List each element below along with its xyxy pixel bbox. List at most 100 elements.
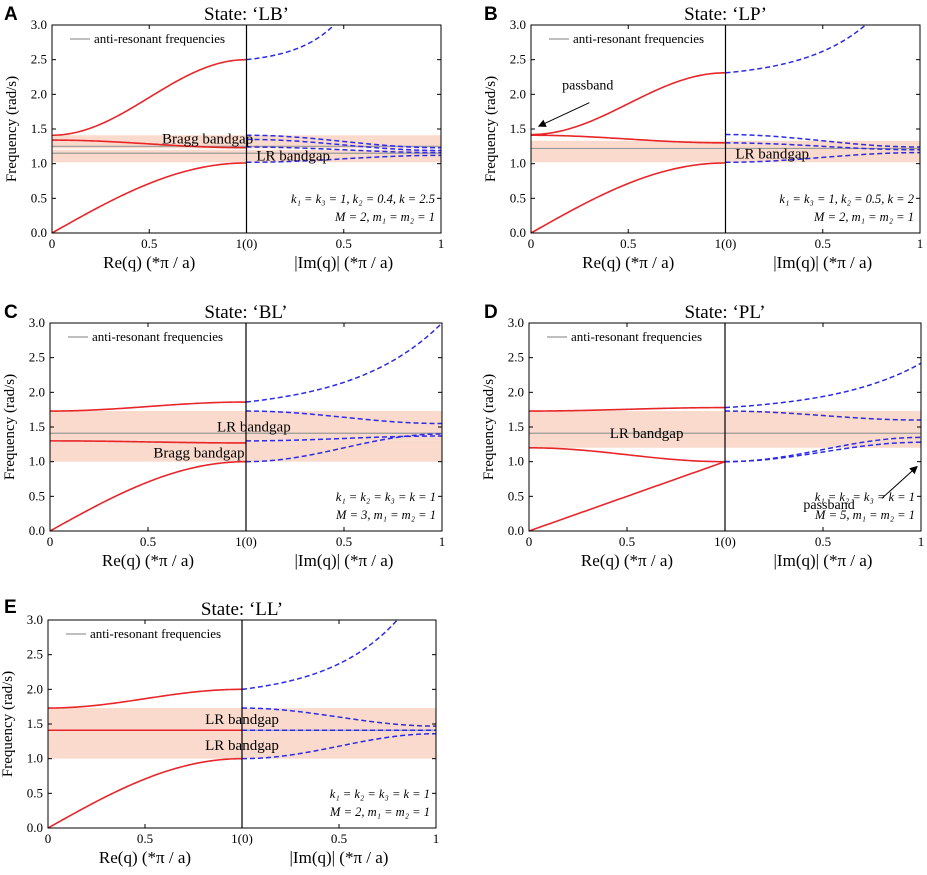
panel-title: State: ‘BL’ [204, 302, 287, 323]
real-branch-upper [530, 72, 726, 136]
y-tick-label: 2.5 [31, 52, 47, 67]
bandgap-label: LR bandgap [735, 146, 809, 162]
legend-label: anti-resonant frequencies [94, 31, 225, 46]
y-tick-label: 1.0 [508, 454, 524, 469]
real-branch-upper [50, 401, 246, 412]
y-tick-label: 2.5 [508, 350, 524, 365]
x-axis-label-imag: |Im(q)| (*π / a) [773, 253, 872, 272]
annotation-label: passband [562, 78, 613, 93]
x-tick-label: 1(0) [235, 534, 257, 549]
imag-branch-evanescent-low [246, 154, 441, 164]
y-tick-label: 1.0 [31, 156, 47, 171]
annotation-label: passband [803, 498, 854, 513]
x-tick-label: 0.5 [336, 236, 352, 251]
x-tick-label: 0.5 [140, 534, 156, 549]
imag-branch-evanescent-mid-1 [241, 707, 436, 727]
bandgap-label: LR bandgap [205, 738, 279, 754]
y-tick-label: 1.0 [29, 454, 45, 469]
parameter-text: M = 2, m₁ = m₂ = 1 [329, 805, 430, 819]
x-tick-label: 0 [49, 236, 56, 251]
y-tick-label: 1.0 [27, 751, 43, 766]
y-tick-label: 2.0 [510, 86, 526, 101]
imag-branch-evanescent-low [724, 441, 921, 463]
imag-branch-evanescent-upper [245, 323, 442, 403]
imag-branch-evanescent-upper [246, 25, 335, 61]
y-axis-label: Frequency (rad/s) [4, 76, 20, 182]
real-branch-acoustic [47, 757, 243, 829]
x-tick-label: 0.5 [619, 534, 635, 549]
y-tick-label: 3.0 [29, 315, 45, 330]
imag-branch-evanescent-upper [241, 620, 398, 691]
panel-c: 0.0 0.5 1.0 1.5 2.0 2.5 3.0 0 0.5 1(0) 0.5 1 Re(q) (… [2, 302, 445, 570]
y-tick-label: 0.5 [27, 785, 43, 800]
y-tick-label: 2.0 [31, 86, 47, 101]
bandgap-label: LR bandgap [610, 426, 684, 442]
bandgap-label: LR bandgap [217, 419, 291, 435]
panel-e: 0.0 0.5 1.0 1.5 2.0 2.5 3.0 0 0.5 1(0) 0.5 1 Re(q) (… [0, 597, 439, 867]
y-tick-label: 0.0 [27, 820, 43, 835]
panel-title: State: ‘PL’ [684, 302, 765, 323]
panel-letter: E [4, 597, 17, 618]
imag-branch-evanescent-mid-3 [246, 146, 441, 154]
y-tick-label: 2.5 [510, 52, 526, 67]
x-axis-label-imag: |Im(q)| (*π / a) [774, 551, 873, 570]
legend-label: anti-resonant frequencies [92, 329, 223, 344]
y-tick-label: 1.5 [31, 121, 47, 136]
y-tick-label: 0.5 [510, 190, 526, 205]
y-tick-label: 1.0 [510, 156, 526, 171]
annotation-arrow [881, 465, 918, 499]
real-branch-acoustic [528, 460, 726, 532]
x-tick-label: 0 [45, 831, 52, 846]
x-tick-label: 0.5 [815, 236, 831, 251]
bandgap-label: LR bandgap [205, 712, 279, 728]
y-tick-label: 2.0 [29, 384, 45, 399]
y-tick-label: 1.5 [510, 121, 526, 136]
real-branch-acoustic [51, 162, 247, 234]
panel-letter: B [484, 4, 498, 25]
x-axis-label-imag: |Im(q)| (*π / a) [294, 253, 393, 272]
real-branch-acoustic [49, 460, 247, 532]
y-tick-label: 1.5 [29, 419, 45, 434]
y-tick-label: 1.5 [27, 716, 43, 731]
parameter-text: M = 3, m₁ = m₂ = 1 [335, 508, 436, 522]
x-tick-label: 1(0) [715, 236, 737, 251]
parameter-text: M = 2, m₁ = m₂ = 1 [813, 210, 914, 224]
x-axis-label-real: Re(q) (*π / a) [582, 253, 674, 272]
panel-title: State: ‘LL’ [201, 599, 283, 620]
parameter-text: k₁ = k₂ = k₃ = k = 1 [330, 787, 430, 801]
parameter-text: M = 5, m₁ = m₂ = 1 [814, 508, 915, 522]
y-tick-label: 2.0 [508, 384, 524, 399]
parameter-text: k₁ = k₂ = k₃ = k = 1 [815, 490, 915, 504]
y-axis-label: Frequency (rad/s) [2, 374, 18, 480]
real-branch-acoustic [530, 162, 726, 234]
x-tick-label: 1(0) [714, 534, 736, 549]
imag-branch-evanescent-mid-2 [245, 435, 442, 442]
real-branch-middle [50, 440, 246, 444]
x-tick-label: 0.5 [331, 831, 347, 846]
x-axis-label-imag: |Im(q)| (*π / a) [295, 551, 394, 570]
imag-branch-evanescent-mid-1 [724, 410, 921, 421]
panel-b: 0.0 0.5 1.0 1.5 2.0 2.5 3.0 0 0.5 1(0) 0.5 1 Re(q) (… [483, 4, 923, 272]
x-tick-label: 0.5 [620, 236, 636, 251]
y-axis-label: Frequency (rad/s) [483, 76, 499, 182]
parameter-text: k₁ = k₃ = 1, k₂ = 0.4, k = 2.5 [291, 192, 435, 206]
imag-branch-evanescent-mid-2 [725, 142, 920, 151]
panel-letter: A [4, 4, 18, 25]
imag-branch-evanescent-low [725, 151, 920, 164]
imag-branch-evanescent-upper [725, 25, 867, 74]
y-tick-label: 3.0 [31, 17, 47, 32]
x-tick-label: 1(0) [236, 236, 258, 251]
x-axis-label-real: Re(q) (*π / a) [581, 551, 673, 570]
x-axis-label-real: Re(q) (*π / a) [103, 253, 195, 272]
x-tick-label: 0 [47, 534, 54, 549]
panel-a: 0.0 0.5 1.0 1.5 2.0 2.5 3.0 0 0.5 1(0) 0.5 1 Re(q) (… [4, 4, 444, 272]
panel-letter: C [4, 302, 18, 323]
imag-branch-evanescent-low [245, 433, 442, 463]
x-axis-label-imag: |Im(q)| (*π / a) [290, 848, 389, 867]
y-tick-label: 2.0 [27, 681, 43, 696]
x-tick-label: 0.5 [141, 236, 157, 251]
x-axis-label-real: Re(q) (*π / a) [99, 848, 191, 867]
y-tick-label: 3.0 [510, 17, 526, 32]
y-tick-label: 0.0 [508, 523, 524, 538]
